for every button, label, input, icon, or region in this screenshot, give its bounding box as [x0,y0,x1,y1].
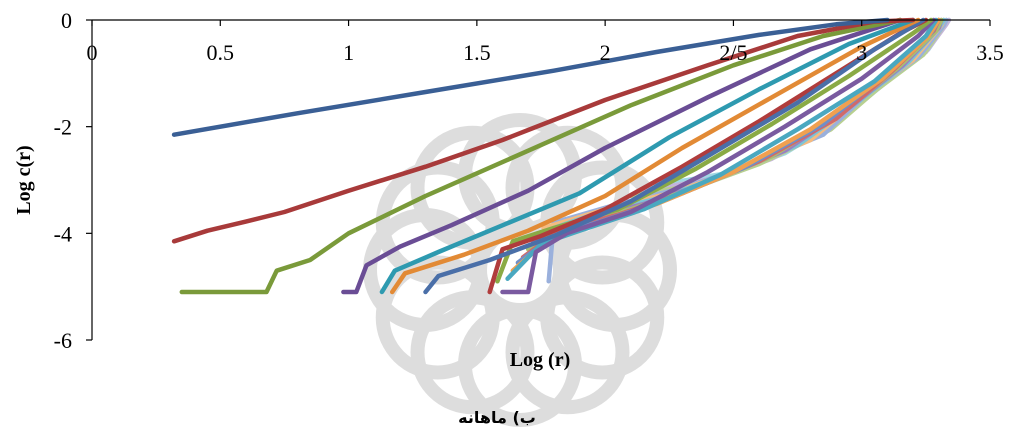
series-layer [171,17,952,295]
x-tick-label: 3.5 [976,40,1004,65]
watermark-petal [540,255,665,380]
x-tick-label: 1 [343,40,354,65]
watermark-petal [410,290,535,415]
watermark-petal [505,290,630,415]
watermark-center [473,223,567,317]
series-line-3 [179,17,903,295]
y-tick-label: -6 [54,328,72,353]
series-line-6 [389,17,921,295]
x-tick-label: 0 [87,40,98,65]
x-tick-label: 0.5 [207,40,235,65]
x-tick-label: 2 [600,40,611,65]
x-axis-title: Log (r) [510,349,571,371]
watermark-petal [458,303,582,427]
series-line-10 [500,17,936,295]
x-tick-label: 1.5 [463,40,491,65]
axes-layer: 0 0.5 1 1.5 2 2/5 3 3.5 0 -2 -4 -6 [54,8,1004,353]
y-tick-label: -2 [54,115,72,140]
watermark-petal [458,113,582,237]
y-tick-label: -4 [54,221,72,246]
y-tick-label: 0 [61,8,72,33]
x-tick-label: 2/5 [719,40,747,65]
series-line-5 [379,17,916,295]
series-line-2 [171,17,916,244]
series-line-4 [341,17,903,295]
series-line-9 [495,17,934,284]
x-tick-label: 3 [856,40,867,65]
y-axis-title: Log c(r) [13,145,35,214]
watermark-petal [363,208,487,332]
series-line-7 [423,17,926,295]
series-line-1 [171,17,890,137]
watermark-petal [410,125,535,250]
chart-caption: ب) ماهانه [458,408,536,427]
